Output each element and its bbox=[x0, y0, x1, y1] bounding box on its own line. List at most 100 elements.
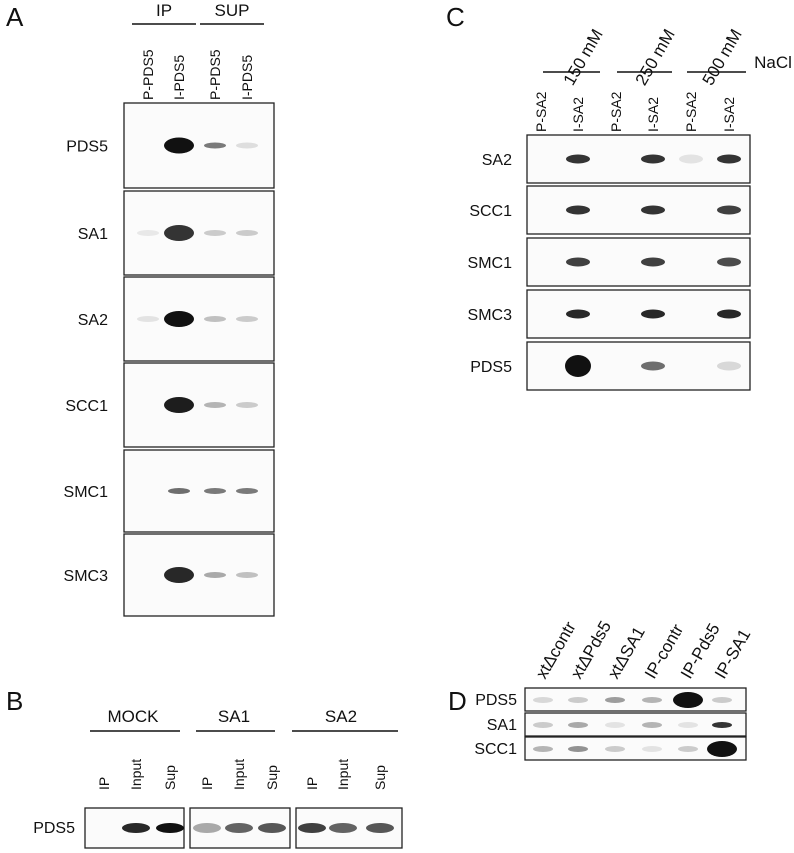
panel-c-band bbox=[717, 361, 741, 371]
panel-c-band bbox=[566, 309, 590, 319]
panel-c-band bbox=[566, 205, 590, 215]
panel-a-band bbox=[164, 225, 194, 241]
panel-a-band bbox=[137, 230, 159, 236]
panel-b-row-label: PDS5 bbox=[33, 820, 75, 837]
panel-c-blot-box bbox=[526, 341, 751, 391]
panel-b-band bbox=[193, 823, 221, 833]
panel-c-lane-label: I-SA2 bbox=[721, 97, 737, 132]
panel-a-band bbox=[236, 316, 258, 322]
panel-c-band bbox=[717, 257, 741, 267]
panel-b-lane-label: IP bbox=[199, 777, 215, 790]
panel-d-row-label: SA1 bbox=[487, 717, 517, 734]
panel-b-group-label: MOCK bbox=[108, 707, 160, 726]
panel-c-row-label: SA2 bbox=[482, 152, 512, 169]
panel-b-group-label: SA1 bbox=[218, 707, 250, 726]
panel-d-band bbox=[568, 722, 588, 728]
panel-a-row-label: PDS5 bbox=[66, 139, 108, 156]
panel-b-band bbox=[156, 823, 184, 833]
panel-d-blot-box bbox=[524, 736, 747, 761]
panel-d-blot-box bbox=[524, 712, 747, 737]
panel-b-blot-strip bbox=[189, 807, 291, 849]
panel-a-group-label: SUP bbox=[215, 1, 250, 20]
panel-c-band bbox=[566, 154, 590, 164]
panel-d-band bbox=[642, 722, 662, 728]
panel-d-band bbox=[605, 697, 625, 703]
panel-c-blot-box bbox=[526, 185, 751, 235]
panel-a-letter: A bbox=[6, 2, 24, 32]
panel-a-blot-strip bbox=[123, 449, 275, 533]
panel-c-band bbox=[641, 154, 665, 164]
panel-a-blot-box bbox=[123, 533, 275, 617]
panel-c-blot-strip bbox=[526, 134, 751, 184]
panel-c-lane-label: I-SA2 bbox=[570, 97, 586, 132]
panel-a-blot-strip bbox=[123, 102, 275, 189]
panel-c-salt-label: NaCl bbox=[754, 53, 792, 72]
panel-c-band bbox=[566, 257, 590, 267]
panel-a-band bbox=[137, 316, 159, 322]
panel-a-row-label: SMC1 bbox=[64, 484, 109, 501]
panel-d-band bbox=[533, 697, 553, 703]
panel-a-blot-box bbox=[123, 276, 275, 362]
panel-c-group-label: 150 mM bbox=[560, 26, 607, 89]
panel-a-lane-label: P-PDS5 bbox=[207, 49, 223, 100]
panel-c-lane-label: P-SA2 bbox=[683, 91, 699, 132]
panel-c-row-label: PDS5 bbox=[470, 359, 512, 376]
panel-c-blot-strip bbox=[526, 289, 751, 339]
panel-b-band bbox=[366, 823, 394, 833]
panel-c-blot-strip bbox=[526, 185, 751, 235]
panel-a-group-label: IP bbox=[156, 1, 172, 20]
panel-a-blot-strip bbox=[123, 362, 275, 448]
panel-c-row-label: SCC1 bbox=[469, 203, 512, 220]
panel-c-band bbox=[717, 309, 741, 319]
panel-c-lane-label: P-SA2 bbox=[533, 91, 549, 132]
panel-d-row-label: PDS5 bbox=[475, 692, 517, 709]
panel-c-band bbox=[717, 205, 741, 215]
panel-c-band bbox=[641, 205, 665, 215]
panel-b-group-label: SA2 bbox=[325, 707, 357, 726]
panel-c-band bbox=[717, 154, 741, 164]
panel-a-band bbox=[204, 142, 226, 149]
panel-c-blot-strip bbox=[526, 237, 751, 287]
panel-c-band bbox=[641, 309, 665, 319]
panel-b-band bbox=[258, 823, 286, 833]
panel-b-band bbox=[329, 823, 357, 833]
panel-b-lane-label: Sup bbox=[264, 765, 280, 790]
panel-d-band bbox=[642, 697, 662, 703]
panel-a-lane-label: I-PDS5 bbox=[239, 55, 255, 100]
panel-a-lane-label: P-PDS5 bbox=[140, 49, 156, 100]
panel-d-blot-strip bbox=[524, 736, 747, 761]
panel-a-band bbox=[236, 402, 258, 408]
panel-a-row-label: SA2 bbox=[78, 312, 108, 329]
panel-d-band bbox=[707, 741, 737, 757]
panel-a-band bbox=[164, 311, 194, 327]
panel-d-band bbox=[712, 697, 732, 703]
panel-c-lane-label: P-SA2 bbox=[608, 91, 624, 132]
panel-a-band bbox=[164, 137, 194, 154]
panel-a-row-label: SCC1 bbox=[65, 398, 108, 415]
panel-a-blot-strip bbox=[123, 276, 275, 362]
panel-a-band bbox=[236, 142, 258, 149]
panel-d-band bbox=[673, 692, 703, 708]
panel-a-band bbox=[204, 230, 226, 236]
panel-a-band bbox=[164, 397, 194, 413]
panel-d-band bbox=[605, 746, 625, 752]
panel-a-band bbox=[236, 488, 258, 494]
panel-a-row-label: SMC3 bbox=[64, 568, 109, 585]
panel-d-band bbox=[533, 722, 553, 728]
panel-b-blot-strip bbox=[295, 807, 403, 849]
panel-d-band bbox=[568, 746, 588, 752]
panel-c-row-label: SMC1 bbox=[468, 255, 513, 272]
panel-a-row-label: SA1 bbox=[78, 226, 108, 243]
panel-d-band bbox=[712, 722, 732, 728]
panel-b-lane-label: Input bbox=[231, 759, 247, 790]
panel-a-band bbox=[168, 488, 190, 494]
panel-c-blot-box bbox=[526, 237, 751, 287]
panel-a-blot-strip bbox=[123, 190, 275, 276]
panel-b-letter: B bbox=[6, 686, 23, 716]
panel-d-band bbox=[678, 746, 698, 752]
panel-b-lane-label: Input bbox=[128, 759, 144, 790]
panel-c-band bbox=[565, 355, 591, 377]
panel-d-blot-strip bbox=[524, 712, 747, 737]
panel-b-lane-label: Sup bbox=[162, 765, 178, 790]
panel-a-band bbox=[164, 567, 194, 583]
